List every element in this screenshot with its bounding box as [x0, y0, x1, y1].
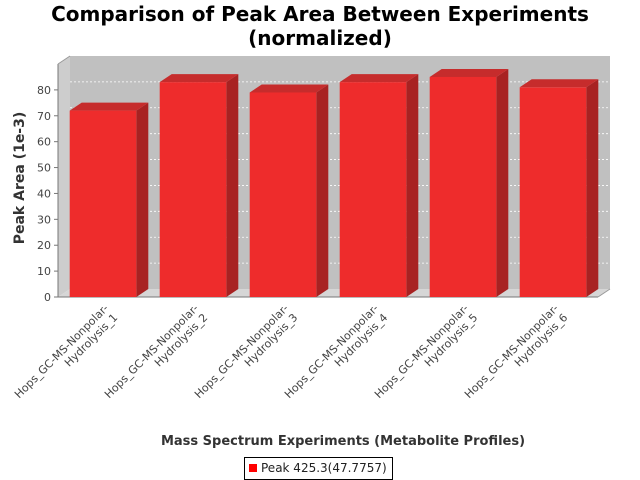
plot-left-wall — [58, 56, 70, 297]
chart-title: Comparison of Peak Area Between Experime… — [0, 2, 640, 50]
bar-top — [159, 74, 239, 83]
bar — [249, 84, 329, 297]
bar-front — [69, 110, 137, 297]
bar — [339, 74, 419, 297]
x-tick-label-line: Hops_GC-MS-Nonpolar- — [192, 302, 291, 401]
bar — [159, 74, 239, 297]
y-tick-label: 30 — [37, 213, 51, 226]
bar-top — [69, 102, 149, 111]
y-tick-label: 80 — [37, 84, 51, 97]
x-axis-ticks: Hops_GC-MS-Nonpolar-Hydrolysis_1Hops_GC-… — [12, 302, 570, 410]
bar-front — [249, 92, 317, 297]
y-tick-label: 50 — [37, 162, 51, 175]
legend: Peak 425.3(47.7757) — [244, 457, 393, 480]
x-tick-label-line: Hops_GC-MS-Nonpolar- — [462, 302, 561, 401]
bar-side — [226, 74, 239, 297]
bar-side — [586, 79, 599, 297]
bar — [69, 102, 149, 297]
chart-subtitle: (normalized) — [248, 26, 392, 50]
bar-top — [249, 84, 329, 93]
y-axis-ticks: 0 10 20 30 40 50 60 70 80 — [37, 84, 58, 304]
legend-label: Peak 425.3(47.7757) — [261, 461, 387, 475]
bar-side — [136, 102, 149, 297]
y-tick-label: 40 — [37, 187, 51, 200]
x-tick-label-line: Hops_GC-MS-Nonpolar- — [102, 302, 201, 401]
bar — [519, 79, 599, 297]
axes — [57, 55, 611, 298]
y-tick-label: 10 — [37, 265, 51, 278]
x-tick-label-line: Hops_GC-MS-Nonpolar- — [12, 302, 111, 401]
x-axis-right-edge — [597, 288, 611, 298]
bar-top — [339, 74, 419, 83]
bar-side — [316, 84, 329, 297]
bars — [69, 68, 599, 297]
bar — [429, 68, 509, 297]
bar-front — [159, 82, 227, 297]
x-tick-label-line: Hops_GC-MS-Nonpolar- — [282, 302, 381, 401]
bar-side — [496, 68, 509, 297]
bar-top — [429, 68, 509, 77]
bar-side — [406, 74, 419, 297]
bar-front — [339, 82, 407, 297]
bar-front — [429, 76, 497, 297]
x-axis-label: Mass Spectrum Experiments (Metabolite Pr… — [161, 434, 525, 449]
y-tick-label: 70 — [37, 110, 51, 123]
chart-title-line-1: Comparison of Peak Area Between Experime… — [51, 2, 589, 26]
bar-front — [519, 87, 587, 297]
legend-swatch — [249, 464, 257, 472]
y-tick-label: 20 — [37, 239, 51, 252]
y-tick-label: 0 — [44, 291, 51, 304]
x-tick-label-line: Hops_GC-MS-Nonpolar- — [372, 302, 471, 401]
x-tick-label: Hops_GC-MS-Nonpolar-Hydrolysis_6 — [462, 302, 570, 410]
y-tick-label: 60 — [37, 136, 51, 149]
y-axis-top-edge — [57, 55, 71, 65]
bar-top — [519, 79, 599, 88]
y-axis-label: Peak Area (1e-3) — [12, 112, 28, 245]
